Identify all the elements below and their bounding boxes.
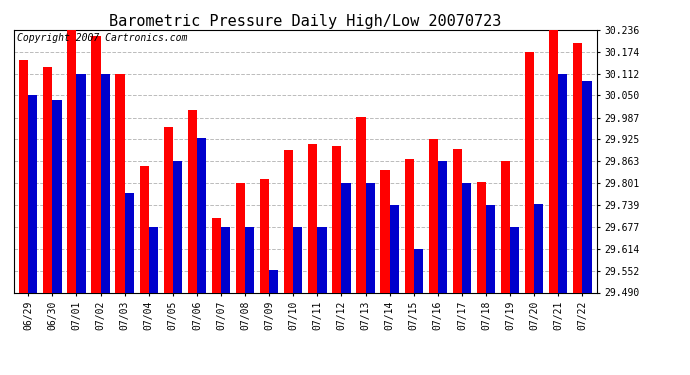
- Bar: [525, 52, 534, 292]
- Bar: [28, 96, 37, 292]
- Bar: [52, 100, 61, 292]
- Bar: [293, 227, 302, 292]
- Bar: [245, 227, 254, 292]
- Bar: [380, 170, 390, 292]
- Bar: [68, 30, 77, 292]
- Bar: [197, 138, 206, 292]
- Bar: [501, 161, 510, 292]
- Bar: [125, 193, 134, 292]
- Bar: [317, 227, 326, 292]
- Bar: [172, 161, 182, 292]
- Bar: [390, 205, 399, 292]
- Bar: [486, 205, 495, 292]
- Bar: [333, 146, 342, 292]
- Bar: [477, 182, 486, 292]
- Bar: [582, 81, 591, 292]
- Bar: [19, 60, 28, 292]
- Bar: [260, 179, 269, 292]
- Text: Copyright 2007 Cartronics.com: Copyright 2007 Cartronics.com: [17, 33, 187, 43]
- Bar: [221, 227, 230, 292]
- Bar: [115, 74, 125, 292]
- Bar: [510, 227, 520, 292]
- Bar: [236, 183, 245, 292]
- Bar: [453, 149, 462, 292]
- Bar: [269, 270, 278, 292]
- Bar: [357, 117, 366, 292]
- Bar: [149, 227, 158, 292]
- Bar: [558, 74, 567, 292]
- Bar: [573, 43, 582, 292]
- Bar: [414, 249, 423, 292]
- Bar: [139, 166, 149, 292]
- Bar: [308, 144, 317, 292]
- Bar: [164, 127, 172, 292]
- Bar: [188, 110, 197, 292]
- Bar: [462, 183, 471, 292]
- Bar: [43, 67, 52, 292]
- Bar: [534, 204, 543, 292]
- Bar: [428, 139, 438, 292]
- Bar: [101, 74, 110, 292]
- Bar: [284, 150, 293, 292]
- Bar: [404, 159, 414, 292]
- Bar: [91, 36, 101, 292]
- Title: Barometric Pressure Daily High/Low 20070723: Barometric Pressure Daily High/Low 20070…: [109, 14, 502, 29]
- Bar: [77, 74, 86, 292]
- Bar: [212, 218, 221, 292]
- Bar: [342, 183, 351, 292]
- Bar: [549, 30, 558, 292]
- Bar: [438, 161, 447, 292]
- Bar: [366, 183, 375, 292]
